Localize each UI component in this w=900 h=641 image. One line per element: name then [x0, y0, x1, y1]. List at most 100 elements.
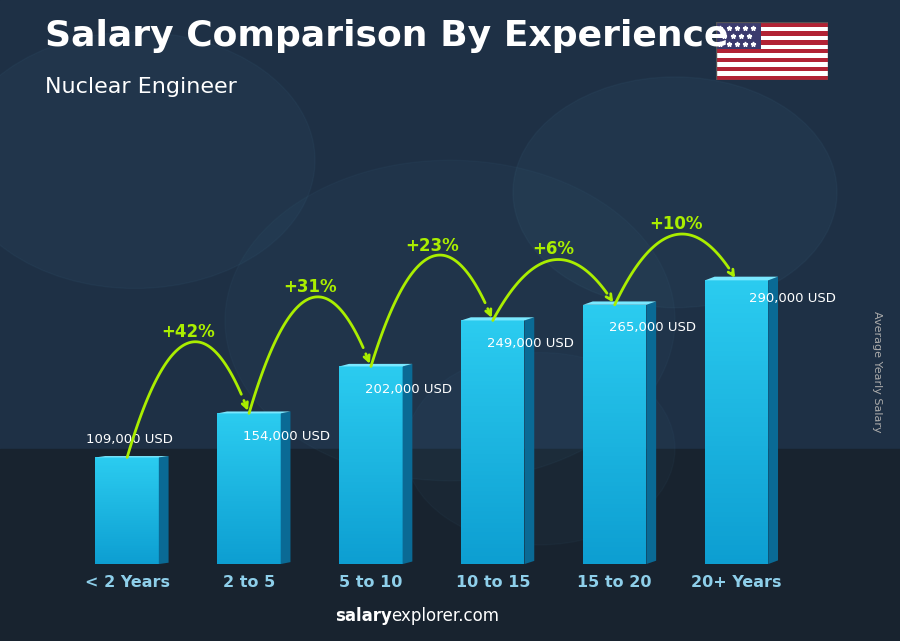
Bar: [0, 0, 900, 449]
Bar: [461, 556, 525, 560]
Bar: [461, 333, 525, 337]
Bar: [339, 399, 402, 403]
Bar: [705, 280, 769, 285]
Bar: [705, 337, 769, 342]
Bar: [217, 461, 281, 463]
Polygon shape: [95, 456, 168, 458]
Bar: [339, 554, 402, 558]
Bar: [217, 458, 281, 461]
Bar: [583, 447, 646, 452]
Bar: [339, 492, 402, 495]
Bar: [217, 491, 281, 494]
Bar: [339, 436, 402, 439]
Bar: [461, 337, 525, 341]
Bar: [583, 560, 646, 564]
Bar: [95, 509, 158, 511]
Bar: [461, 560, 525, 564]
Bar: [705, 318, 769, 323]
Bar: [583, 374, 646, 378]
Bar: [461, 467, 525, 470]
Bar: [95, 477, 158, 479]
Bar: [339, 478, 402, 482]
Bar: [583, 542, 646, 547]
Bar: [217, 512, 281, 514]
Bar: [217, 481, 281, 484]
Bar: [705, 290, 769, 295]
Polygon shape: [705, 277, 778, 280]
Bar: [583, 460, 646, 465]
Bar: [95, 500, 158, 502]
Bar: [705, 507, 769, 512]
Bar: [95, 541, 158, 543]
Bar: [583, 487, 646, 490]
Bar: [461, 397, 525, 402]
Bar: [461, 470, 525, 475]
Bar: [583, 391, 646, 395]
Bar: [705, 403, 769, 408]
Bar: [339, 439, 402, 442]
Bar: [339, 416, 402, 419]
Bar: [217, 542, 281, 544]
Bar: [583, 378, 646, 383]
Bar: [339, 524, 402, 528]
Bar: [705, 512, 769, 517]
Bar: [95, 459, 158, 461]
Bar: [705, 474, 769, 479]
Bar: [583, 490, 646, 495]
Bar: [461, 463, 525, 467]
Bar: [705, 545, 769, 550]
Bar: [461, 515, 525, 519]
Bar: [583, 430, 646, 435]
Bar: [217, 519, 281, 521]
Bar: [716, 22, 828, 27]
Bar: [95, 498, 158, 500]
Bar: [705, 347, 769, 351]
Polygon shape: [525, 317, 535, 564]
Bar: [583, 383, 646, 387]
Bar: [95, 557, 158, 559]
Bar: [339, 413, 402, 416]
Bar: [217, 547, 281, 549]
Bar: [461, 536, 525, 540]
Bar: [95, 536, 158, 537]
Polygon shape: [217, 412, 291, 413]
Text: Average Yearly Salary: Average Yearly Salary: [872, 311, 883, 433]
Bar: [705, 455, 769, 460]
Bar: [583, 465, 646, 469]
Bar: [716, 45, 828, 49]
Bar: [217, 463, 281, 466]
Bar: [95, 548, 158, 550]
Bar: [217, 466, 281, 469]
Bar: [716, 58, 828, 62]
Polygon shape: [158, 456, 168, 564]
Bar: [583, 495, 646, 499]
Bar: [339, 376, 402, 379]
Polygon shape: [461, 317, 535, 320]
Polygon shape: [646, 301, 656, 564]
Bar: [583, 529, 646, 534]
Bar: [217, 456, 281, 458]
Bar: [705, 427, 769, 431]
Bar: [583, 356, 646, 361]
Bar: [339, 432, 402, 436]
Bar: [95, 482, 158, 484]
Bar: [461, 442, 525, 446]
Bar: [339, 406, 402, 409]
Bar: [705, 522, 769, 526]
Bar: [217, 554, 281, 556]
Bar: [217, 416, 281, 419]
Bar: [705, 446, 769, 451]
Bar: [716, 31, 828, 36]
Bar: [95, 488, 158, 490]
Bar: [461, 487, 525, 491]
Text: +42%: +42%: [161, 323, 215, 341]
Bar: [461, 475, 525, 479]
Bar: [461, 434, 525, 438]
Bar: [95, 544, 158, 546]
Bar: [461, 422, 525, 426]
Bar: [461, 426, 525, 430]
Bar: [217, 549, 281, 551]
Bar: [705, 399, 769, 403]
Bar: [461, 507, 525, 512]
Bar: [217, 562, 281, 564]
